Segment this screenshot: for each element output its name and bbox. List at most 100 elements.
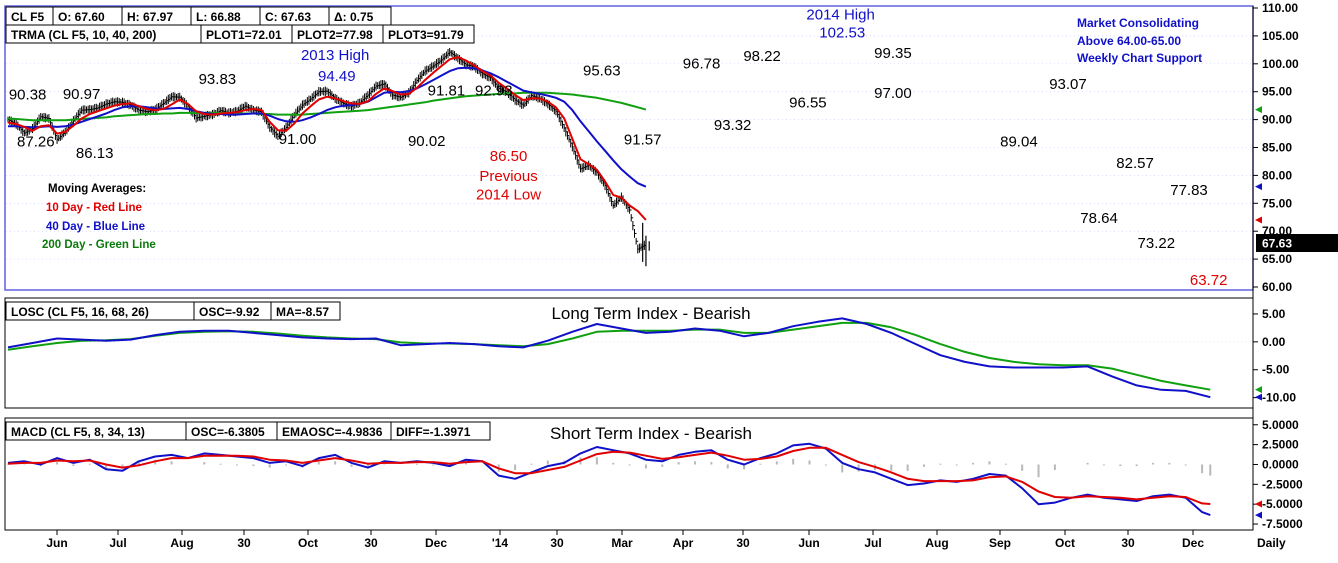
x-tick-label: Aug — [925, 536, 948, 550]
ma40-line — [8, 66, 647, 188]
macd-histogram-bar — [890, 464, 893, 471]
price-tick-label: 110.00 — [1262, 1, 1298, 15]
price-annotation: 98.22 — [743, 48, 781, 65]
macd-histogram-bar — [236, 464, 239, 466]
macd-histogram-bar — [1037, 464, 1040, 478]
macd-histogram-bar — [415, 463, 418, 465]
price-annotation: 91.00 — [279, 131, 317, 148]
last-price-tag: 67.63 — [1262, 237, 1292, 251]
note-line-2: Above 64.00-65.00 — [1077, 34, 1181, 48]
price-annotation: 2014 Low — [476, 186, 541, 203]
macd-histogram-bar — [694, 461, 697, 465]
header-cell: MA=-8.57 — [276, 305, 329, 319]
macd-histogram-bar — [268, 464, 271, 468]
price-annotation: 96.55 — [789, 94, 827, 111]
price-annotation: 63.72 — [1190, 272, 1228, 289]
price-annotation: 97.00 — [874, 85, 912, 102]
macd-histogram-bar — [726, 464, 729, 469]
header-cell-box — [382, 24, 475, 44]
x-tick-label: Dec — [1182, 536, 1204, 550]
losc-y-axis: 5.00 0.00 -5.00 -10.00 — [1253, 307, 1296, 405]
price-tick-label: 80.00 — [1262, 168, 1292, 182]
losc-lines — [6, 317, 1252, 399]
macd-histogram-bar — [906, 464, 909, 471]
macd-histogram-bar — [677, 462, 680, 465]
x-axis: Jun Jul Aug 30 Oct 30 Dec '14 30 Mar Apr 30 Jun Jul Au… — [5, 529, 1253, 550]
price-annotation: 89.04 — [1000, 133, 1038, 150]
macd-histogram-bar — [203, 462, 206, 465]
macd-histogram-bar — [792, 458, 795, 465]
macd-histogram-bar — [628, 464, 631, 466]
price-annotation: 95.63 — [583, 63, 621, 80]
note-line-3: Weekly Chart Support — [1077, 51, 1202, 65]
legend-title: Moving Averages: — [48, 183, 146, 195]
header-cell: Δ: 0.75 — [334, 10, 374, 24]
x-tick-label: Sep — [989, 536, 1011, 550]
macd-histogram-bar — [105, 464, 108, 470]
macd-histogram-bar — [939, 463, 942, 465]
macd-histogram-bar — [1135, 464, 1138, 467]
macd-histogram-bar — [350, 464, 353, 467]
macd-histogram-bar — [56, 462, 59, 465]
price-annotation: 92.93 — [475, 83, 513, 100]
price-tick-label: 65.00 — [1262, 252, 1292, 266]
header-cell: LOSC (CL F5, 16, 68, 26) — [11, 305, 149, 319]
header-cell: CL F5 — [11, 10, 44, 24]
legend-item-10day: 10 Day - Red Line — [46, 202, 142, 214]
macd-osc-line — [7, 442, 1211, 517]
price-annotation: 93.83 — [199, 71, 237, 88]
price-annotation: 91.81 — [428, 83, 466, 100]
last-price-tag-bg — [1256, 234, 1338, 252]
macd-histogram-bar — [334, 461, 337, 465]
macd-tick-label: 2.5000 — [1262, 438, 1299, 452]
price-annotation: 91.57 — [624, 132, 662, 149]
losc-title: Long Term Index - Bearish — [551, 304, 750, 323]
x-tick-label: Oct — [298, 536, 318, 550]
losc-tick-label: -10.00 — [1262, 391, 1296, 405]
price-annotation: 86.50 — [490, 148, 528, 165]
price-annotation: 82.57 — [1116, 155, 1154, 172]
macd-tick-label: -7.5000 — [1262, 517, 1303, 531]
header-cell: PLOT1=72.01 — [206, 28, 282, 42]
ma40-marker — [1255, 183, 1262, 191]
x-tick-label: Apr — [673, 536, 694, 550]
macd-histogram-bar — [972, 462, 975, 465]
header-cell: TRMA (CL F5, 10, 40, 200) — [11, 28, 156, 42]
x-tick-label: Mar — [611, 536, 633, 550]
macd-histogram-bar — [595, 457, 598, 465]
header-cell: H: 67.97 — [127, 10, 173, 24]
macd-histogram-bar — [366, 464, 369, 469]
losc-ma-marker — [1255, 386, 1262, 394]
macd-ema-marker — [1255, 500, 1262, 508]
macd-histogram-bar — [955, 464, 958, 466]
macd-histogram-bar — [252, 464, 255, 467]
header-cell: L: 66.88 — [196, 10, 241, 24]
losc-osc-marker — [1255, 393, 1262, 401]
macd-histogram-bar — [1201, 464, 1204, 474]
ma10-line — [7, 56, 647, 221]
price-tick-label: 90.00 — [1262, 113, 1292, 127]
macd-histogram-bar — [285, 464, 288, 466]
legend-item-200day: 200 Day - Green Line — [42, 239, 156, 251]
macd-histogram-bar — [137, 460, 140, 465]
macd-histogram-bar — [121, 464, 124, 468]
macd-histogram-bar — [530, 463, 533, 465]
price-annotation: 90.02 — [408, 133, 446, 150]
header-cell: EMAOSC=-4.9836 — [282, 425, 383, 439]
macd-histogram-bar — [1209, 464, 1212, 476]
macd-histogram-bar — [988, 461, 991, 465]
price-annotation: 73.22 — [1138, 235, 1176, 252]
price-annotation: 87.26 — [17, 133, 55, 150]
price-annotation: 93.07 — [1049, 76, 1087, 93]
x-tick-label: 30 — [550, 536, 564, 550]
macd-histogram-bar — [88, 463, 91, 465]
macd-histogram-bar — [661, 464, 664, 467]
price-annotation: 90.97 — [63, 86, 101, 103]
price-annotation: 2013 High — [301, 47, 369, 64]
macd-histogram-bar — [1152, 462, 1155, 465]
macd-histogram-bar — [465, 462, 468, 465]
ma200-line — [7, 91, 647, 122]
macd-histogram-bar — [824, 464, 827, 466]
